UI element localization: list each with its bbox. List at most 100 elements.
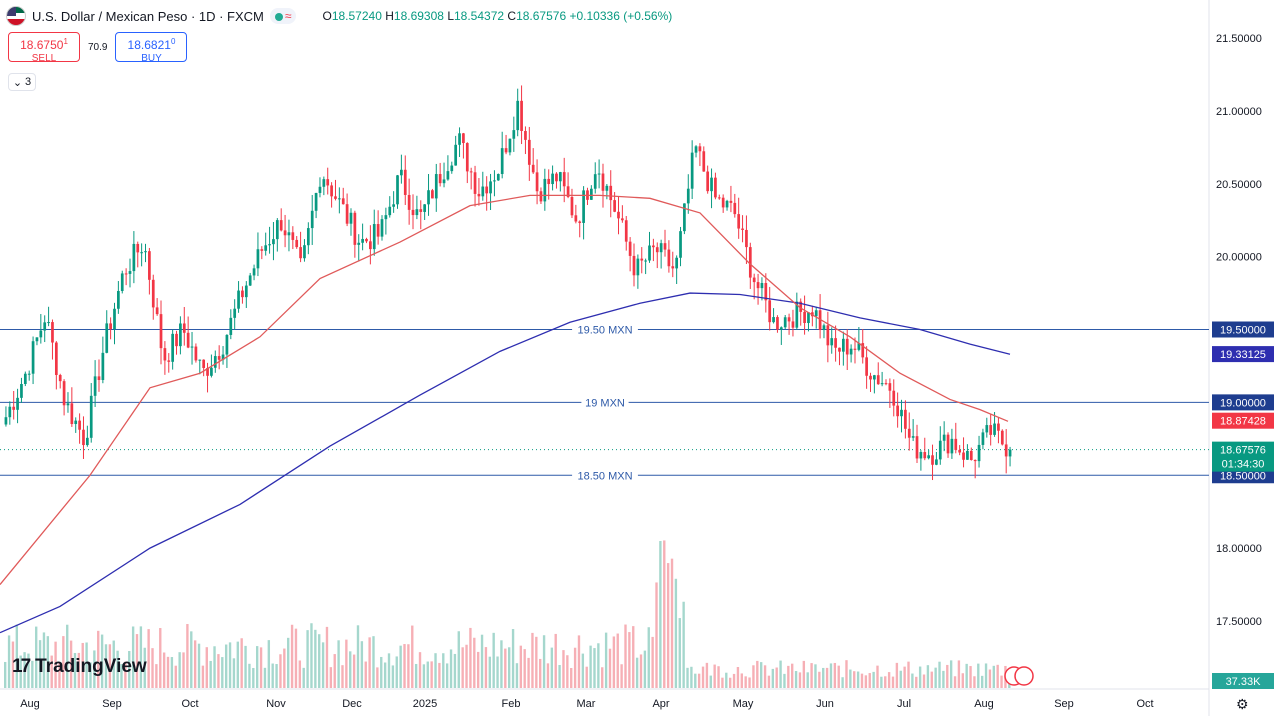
candle-body (985, 425, 989, 433)
x-tick-label: May (733, 698, 754, 710)
candle-body (318, 186, 322, 193)
candle-body (706, 171, 710, 192)
volume-bar (814, 664, 817, 688)
candle-body (334, 196, 337, 199)
volume-bar (709, 675, 712, 688)
volume-bar (85, 642, 88, 688)
support-resistance-label: 19 MXN (585, 397, 625, 409)
volume-bar (341, 665, 344, 688)
volume-bar (895, 662, 899, 688)
volume-tag: 37.33K (1226, 676, 1262, 688)
candle-body (791, 321, 795, 328)
volume-bar (938, 661, 941, 688)
indicators-toggle-button[interactable]: ⌄ 3 (8, 73, 36, 91)
candle-body (973, 459, 977, 462)
candle-body (931, 455, 934, 465)
symbol-title[interactable]: U.S. Dollar / Mexican Peso · 1D · FXCM (32, 8, 264, 24)
volume-bar (488, 656, 491, 688)
volume-bar (445, 663, 449, 688)
candle-body (830, 338, 834, 346)
volume-bar (961, 673, 964, 688)
volume-bar (221, 657, 224, 688)
volume-bar (27, 653, 30, 688)
candle-body (745, 229, 748, 248)
candle-body (733, 202, 737, 215)
candle-body (543, 178, 547, 202)
volume-bar (411, 625, 414, 688)
volume-bar (283, 648, 286, 688)
candle-body (384, 215, 388, 220)
candle-body (950, 438, 954, 454)
candle-body (345, 204, 349, 224)
volume-bar (120, 664, 123, 688)
volume-bar (50, 655, 53, 688)
volume-bar (655, 582, 658, 688)
candle-body (938, 440, 942, 460)
status-pill[interactable]: ≈ (269, 8, 297, 24)
candle-body (287, 232, 291, 236)
candle-body (597, 173, 601, 175)
volume-bar (42, 632, 46, 688)
volume-bar (473, 637, 476, 688)
candle-body (768, 300, 772, 323)
volume-bar (259, 647, 263, 688)
candle-body (124, 273, 128, 275)
volume-bar (969, 666, 972, 688)
volume-bar (818, 671, 821, 688)
volume-bar (356, 625, 360, 688)
volume-bar (418, 652, 422, 688)
candle-body (888, 383, 892, 391)
candle-body (140, 252, 143, 254)
candle-body (70, 403, 74, 425)
label-background (572, 322, 638, 336)
volume-bar (597, 643, 600, 688)
open-value: 18.57240 (331, 9, 382, 23)
volume-bar (783, 673, 786, 688)
candle-body (396, 175, 399, 205)
candle-body (729, 200, 733, 203)
candle-body (148, 251, 151, 280)
tradingview-logo[interactable]: 17 TradingView (12, 656, 147, 677)
candle-body (632, 255, 636, 276)
volume-bar (325, 626, 329, 688)
volume-bar (787, 665, 790, 688)
volume-bar (58, 662, 61, 688)
candle-body (779, 327, 783, 330)
y-tick-label: 18.00000 (1216, 543, 1262, 555)
candle-body (493, 180, 496, 182)
candle-body (919, 452, 923, 459)
volume-bar (946, 664, 949, 688)
market-open-icon (274, 13, 283, 21)
volume-bar (624, 624, 627, 688)
candle-body (376, 224, 380, 237)
candle-body (803, 311, 806, 324)
candle-body (151, 279, 155, 308)
candle-body (438, 174, 442, 184)
candle-body (683, 203, 686, 232)
candle-body (23, 373, 27, 385)
volume-bar (271, 663, 274, 688)
candle-body (101, 352, 105, 380)
candle-body (628, 241, 632, 256)
volume-bar (256, 646, 259, 688)
candle-body (291, 232, 295, 240)
volume-bar (918, 666, 922, 688)
volume-bar (15, 624, 19, 688)
candle-body (31, 341, 35, 374)
volume-bar (980, 675, 984, 688)
candle-body (198, 359, 202, 361)
price-tag: 18.50000 (1220, 470, 1266, 482)
volume-bar (333, 654, 336, 688)
price-tag-bg (1212, 321, 1274, 338)
volume-bar (756, 660, 759, 688)
candle-body (1000, 430, 1004, 445)
volume-bar (399, 645, 402, 688)
candle-body (935, 459, 938, 465)
candle-body (508, 138, 512, 153)
settings-gear-icon[interactable]: ⚙ (1236, 696, 1249, 712)
buy-button[interactable]: 18.68210 BUY (115, 32, 188, 64)
volume-bar (798, 672, 802, 688)
sell-button[interactable]: 18.67501 SELL (8, 32, 80, 64)
volume-bar (992, 665, 995, 688)
